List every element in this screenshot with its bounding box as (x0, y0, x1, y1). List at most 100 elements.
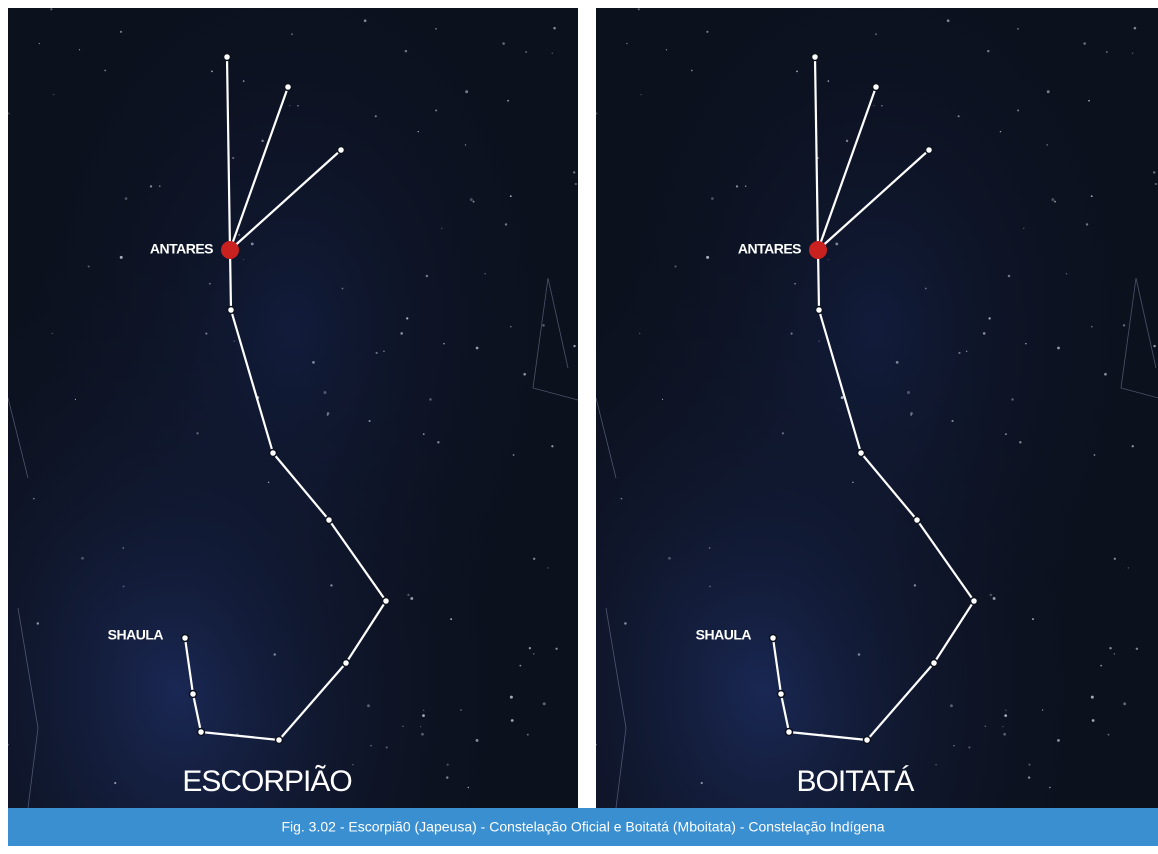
constellation-line (228, 249, 233, 311)
background-star (523, 372, 527, 376)
background-star (881, 104, 883, 107)
constellation-line (200, 730, 280, 742)
background-star (1017, 27, 1019, 30)
background-star (1011, 398, 1014, 401)
constellation-line (183, 637, 195, 695)
background-star (341, 287, 344, 290)
background-star (367, 704, 370, 708)
background-star (124, 197, 128, 200)
star (776, 689, 786, 699)
background-star (1088, 99, 1090, 102)
background-star (74, 398, 77, 401)
background-star (205, 332, 208, 335)
star (268, 448, 278, 458)
star (768, 633, 778, 643)
star (924, 145, 934, 155)
constellation-line (933, 600, 975, 664)
background-star (510, 719, 514, 722)
star (381, 596, 391, 606)
background-star (53, 93, 55, 96)
star (196, 727, 206, 737)
background-star (1031, 618, 1034, 621)
background-star (273, 653, 276, 656)
background-star (267, 481, 270, 484)
background-star (957, 115, 960, 118)
caption-bar (8, 808, 1158, 846)
background-star (8, 743, 9, 746)
background-star (949, 704, 953, 708)
background-star (1003, 732, 1007, 736)
background-star (484, 273, 486, 275)
star (862, 735, 872, 745)
background-star (421, 732, 424, 736)
constellation-line (229, 309, 275, 454)
background-star (668, 556, 671, 560)
background-star (1028, 763, 1031, 766)
background-star (665, 49, 668, 51)
background-star (1041, 709, 1044, 711)
background-star (992, 597, 996, 600)
background-star (429, 398, 432, 401)
background-star (425, 274, 429, 278)
background-star (417, 130, 419, 133)
background-star (1046, 90, 1050, 94)
background-star (1085, 223, 1089, 226)
background-star (1054, 200, 1056, 203)
background-star (114, 781, 117, 785)
background-star (637, 8, 640, 11)
background-star (1127, 567, 1130, 569)
background-star (1019, 441, 1022, 444)
background-star (81, 556, 84, 560)
background-star (1113, 653, 1116, 655)
background-star (233, 340, 235, 342)
background-star (291, 33, 293, 35)
background-star (211, 70, 213, 73)
background-star (674, 265, 677, 268)
background-star (467, 786, 470, 789)
background-star (875, 33, 877, 35)
background-star (547, 567, 549, 569)
constellation-line (278, 662, 347, 741)
caption: Fig. 3.02 - Escorpiã0 (Japeusa) - Conste… (281, 819, 884, 835)
background-star (407, 593, 410, 597)
background-star (946, 19, 950, 23)
background-star (1057, 738, 1060, 742)
background-star (119, 30, 123, 33)
background-star (509, 695, 513, 699)
background-star (383, 350, 385, 353)
star (784, 727, 794, 737)
background-star (8, 112, 10, 115)
background-star (78, 49, 81, 51)
background-star (1133, 26, 1137, 30)
background-star (984, 725, 987, 728)
background-star (87, 265, 90, 268)
background-star (596, 743, 597, 746)
star (856, 448, 866, 458)
background-star (528, 646, 532, 650)
background-star (504, 223, 508, 226)
background-star (1025, 342, 1027, 345)
constellation-line (866, 662, 935, 741)
background-star (1005, 709, 1007, 711)
constellation-line (860, 452, 918, 521)
background-star (1123, 702, 1127, 706)
background-star (510, 325, 512, 328)
background-star (958, 351, 961, 355)
background-star (596, 112, 598, 115)
background-star (735, 185, 739, 188)
background-star (1105, 50, 1108, 53)
background-star (913, 584, 917, 587)
background-star (435, 27, 437, 30)
background-star (1004, 714, 1008, 717)
background-star (1065, 273, 1068, 275)
background-star (326, 412, 330, 415)
panel: ANTARES SHAULA BOITATÁ (596, 8, 1158, 808)
background-star (243, 258, 245, 261)
background-star (374, 115, 377, 118)
background-star (404, 49, 408, 53)
background-star (910, 414, 913, 417)
background-star (437, 441, 440, 444)
constellation-line (228, 86, 290, 251)
faint-lines (596, 277, 1158, 808)
background-star (526, 733, 529, 736)
